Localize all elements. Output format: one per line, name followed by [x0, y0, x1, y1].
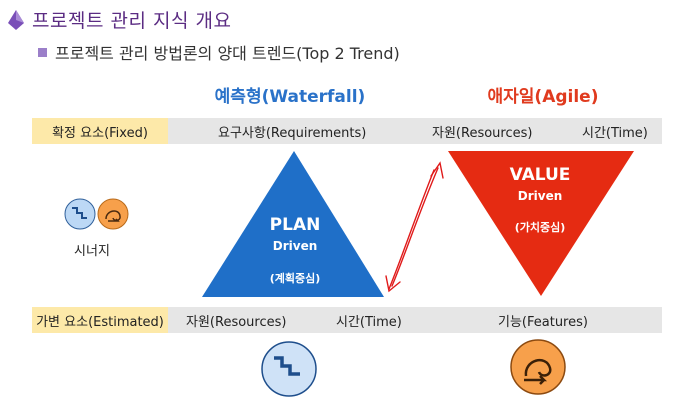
estimated-item-features: 기능(Features)	[498, 314, 588, 330]
estimated-elements-tag: 가변 요소(Estimated)	[32, 307, 168, 333]
synergy-label: 시너지	[74, 244, 110, 259]
estimated-elements-band: 가변 요소(Estimated) 자원(Resources) 시간(Time) …	[32, 307, 662, 333]
estimated-item-resources: 자원(Resources)	[186, 314, 287, 330]
value-title: VALUE	[509, 165, 571, 185]
subtitle-bullet-icon	[38, 47, 47, 57]
waterfall-heading: 예측형(Waterfall)	[214, 87, 366, 107]
bottom-loop-arrow-icon	[510, 339, 566, 395]
plan-driven: Driven	[272, 239, 318, 253]
estimated-item-time: 시간(Time)	[336, 314, 402, 330]
double-arrow-icon	[385, 161, 444, 293]
fixed-item-requirements: 요구사항(Requirements)	[218, 125, 367, 141]
synergy-icons	[64, 198, 129, 230]
value-korean: (가치중심)	[514, 221, 566, 234]
fixed-elements-band: 확정 요소(Fixed) 요구사항(Requirements) 자원(Resou…	[32, 118, 662, 144]
page-subtitle: 프로젝트 관리 방법론의 양대 트렌드(Top 2 Trend)	[55, 44, 400, 63]
title-bullet-icon	[8, 9, 24, 30]
value-driven: Driven	[517, 189, 563, 203]
bottom-stairs-icon	[261, 341, 317, 397]
plan-korean: (계획중심)	[269, 272, 321, 285]
agile-heading: 애자일(Agile)	[487, 87, 599, 107]
loop-arrow-icon	[97, 198, 129, 230]
title-row: 프로젝트 관리 지식 개요	[8, 6, 231, 33]
fixed-item-time: 시간(Time)	[582, 125, 648, 141]
fixed-elements-tag: 확정 요소(Fixed)	[32, 118, 168, 144]
plan-title: PLAN	[269, 215, 321, 235]
subtitle-row: 프로젝트 관리 방법론의 양대 트렌드(Top 2 Trend)	[38, 40, 400, 64]
value-triangle	[448, 151, 634, 296]
plan-triangle	[202, 151, 384, 297]
fixed-item-resources: 자원(Resources)	[432, 125, 533, 141]
page-title: 프로젝트 관리 지식 개요	[32, 10, 232, 32]
